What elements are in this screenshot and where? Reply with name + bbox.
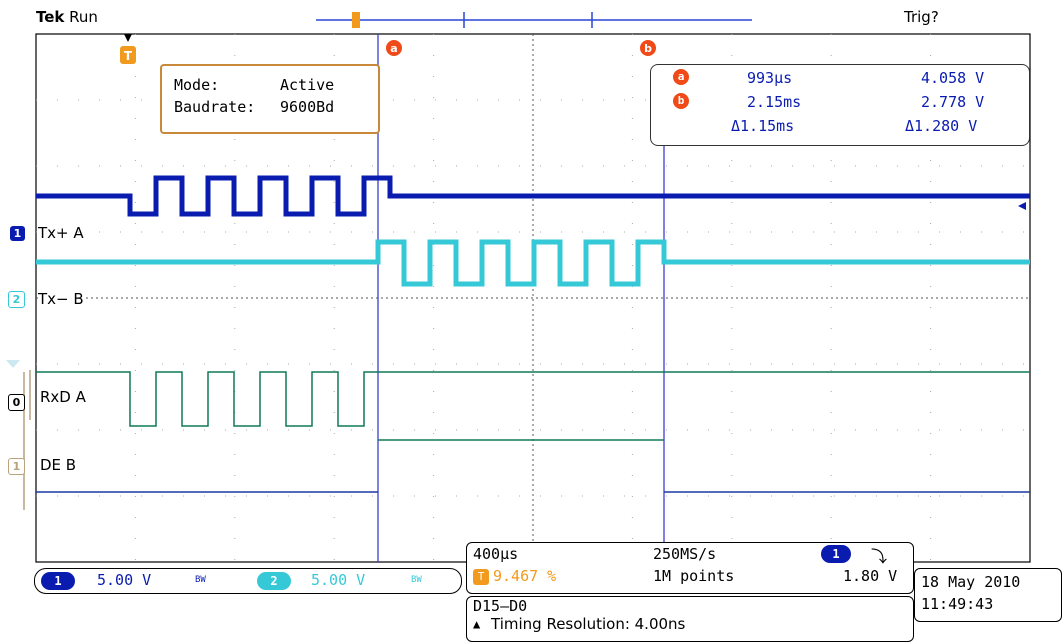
readout-a-badge: a: [673, 69, 689, 85]
falling-edge-icon: ⤵: [871, 547, 888, 566]
cursor-b-badge[interactable]: [640, 40, 656, 56]
ch1-marker[interactable]: 1: [10, 226, 25, 241]
ch2-scale[interactable]: 5.00 V: [311, 571, 366, 589]
cursor-readout: a 993µs 4.058 V b 2.15ms 2.778 V Δ1.15ms…: [650, 64, 1030, 146]
timebase[interactable]: 400µs: [473, 545, 519, 563]
datetime-box: 18 May 2010 11:49:43: [914, 568, 1062, 622]
d1-label: DE B: [40, 456, 77, 474]
timing-resolution: Timing Resolution: 4.00ns: [491, 615, 686, 633]
mode-label: Mode:: [174, 76, 220, 94]
run-status: Run: [69, 8, 98, 26]
time: 11:49:43: [921, 595, 994, 613]
timing-icon: ▲: [473, 617, 481, 631]
ch1-badge[interactable]: 1: [41, 572, 75, 590]
cursor-a-badge[interactable]: [386, 40, 402, 56]
svg-text:b: b: [644, 42, 652, 55]
trigger-position[interactable]: 9.467 %: [493, 567, 557, 585]
trigger-position-marker[interactable]: T: [120, 34, 136, 64]
vertical-scale-bar[interactable]: 1 5.00 V BW 2 5.00 V BW: [34, 568, 462, 594]
ch1-bw-limit: BW: [195, 575, 206, 585]
digital-info: D15–D0 ▲ Timing Resolution: 4.00ns: [466, 596, 914, 642]
ch2-label: Tx− B: [38, 290, 86, 308]
trigger-source-badge[interactable]: 1: [821, 545, 851, 563]
decode-info-box: Mode: Active Baudrate: 9600Bd: [160, 64, 380, 134]
brand-logo: Tek: [36, 8, 65, 26]
digital-channels: D15–D0: [473, 597, 528, 615]
ch2-waveform: [36, 239, 1030, 287]
readout-b-badge: b: [673, 93, 689, 109]
d0-label: RxD A: [40, 388, 86, 406]
ch1-label: Tx+ A: [38, 224, 84, 242]
trigger-level[interactable]: 1.80 V: [843, 567, 898, 585]
cursor-a-volt: 4.058 V: [921, 69, 985, 87]
svg-text:T: T: [124, 49, 133, 63]
brand-status: Tek Run: [36, 8, 98, 26]
trigger-pos-icon: T: [473, 569, 489, 585]
record-view-bar: [316, 12, 752, 28]
cursor-b-volt: 2.778 V: [921, 93, 985, 111]
ch1-level-marker: [1018, 202, 1026, 210]
ch2-badge[interactable]: 2: [257, 572, 291, 590]
d0-marker[interactable]: 0: [8, 394, 25, 411]
digital-group-bracket: [23, 370, 31, 510]
ch1-scale[interactable]: 5.00 V: [97, 571, 152, 589]
cursor-a-time: 993µs: [747, 69, 793, 87]
digital-ref-marker: [6, 360, 20, 368]
date: 18 May 2010: [921, 573, 1021, 591]
cursor-delta-volt: Δ1.280 V: [905, 117, 978, 135]
trigger-status: Trig?: [904, 8, 939, 26]
graticule-grid: [36, 34, 1030, 562]
ch1-waveform: [36, 175, 1030, 217]
d1-marker[interactable]: 1: [8, 458, 25, 475]
record-length: 1M points: [653, 567, 735, 585]
svg-text:a: a: [390, 42, 397, 55]
ch2-bw-limit: BW: [411, 575, 422, 585]
digital-rxd-waveform: [36, 371, 1030, 427]
cursor-delta-time: Δ1.15ms: [731, 117, 795, 135]
ch2-marker[interactable]: 2: [8, 291, 25, 308]
sample-rate: 250MS/s: [653, 545, 717, 563]
horizontal-info[interactable]: 400µs 250MS/s 1 ⤵ T 9.467 % 1M points 1.…: [466, 542, 914, 594]
baud-label: Baudrate:: [174, 98, 256, 116]
cursor-b-time: 2.15ms: [747, 93, 802, 111]
mode-value: Active: [280, 76, 335, 94]
baud-value: 9600Bd: [280, 98, 335, 116]
